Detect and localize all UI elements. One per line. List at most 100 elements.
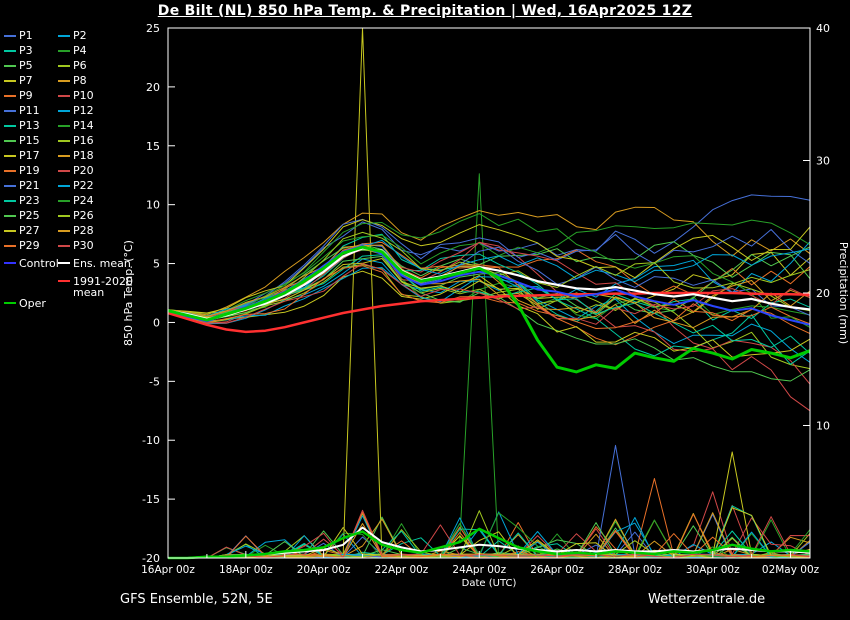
legend-label: P13 bbox=[19, 119, 40, 132]
axis-text: 40 bbox=[816, 22, 830, 35]
legend-label: P8 bbox=[73, 74, 87, 87]
legend-swatch bbox=[58, 229, 70, 232]
legend-item-p27: P27 bbox=[4, 224, 58, 237]
legend-swatch bbox=[4, 244, 16, 247]
legend-row: P19 P20 bbox=[4, 163, 164, 178]
legend-item-p13: P13 bbox=[4, 119, 58, 132]
legend-swatch bbox=[58, 124, 70, 127]
legend-swatch bbox=[58, 109, 70, 112]
legend-swatch bbox=[4, 199, 16, 202]
axis-text: 10 bbox=[816, 420, 830, 433]
legend-item-ens-mean: Ens. mean bbox=[58, 258, 131, 269]
legend-row: P13 P14 bbox=[4, 118, 164, 133]
legend-row: P3 P4 bbox=[4, 43, 164, 58]
axis-text: 22Apr 00z bbox=[375, 564, 429, 576]
branding-label: Wetterzentrale.de bbox=[648, 592, 766, 607]
axis-text: 25 bbox=[146, 22, 160, 35]
legend-item-p18: P18 bbox=[58, 149, 112, 162]
legend-label: P6 bbox=[73, 59, 87, 72]
legend-swatch bbox=[58, 184, 70, 187]
axis-text: 20 bbox=[816, 287, 830, 300]
series-line bbox=[167, 219, 811, 314]
axis-text: -20 bbox=[142, 552, 160, 565]
legend-item-p29: P29 bbox=[4, 239, 58, 252]
legend-item-p1: P1 bbox=[4, 29, 58, 42]
legend-label: P1 bbox=[19, 29, 33, 42]
legend-item-p7: P7 bbox=[4, 74, 58, 87]
series-line bbox=[167, 245, 811, 374]
legend-label: P2 bbox=[73, 29, 87, 42]
axis-text: 30 bbox=[816, 155, 830, 168]
axis-text: 24Apr 00z bbox=[452, 564, 506, 576]
legend-swatch bbox=[4, 139, 16, 142]
series-line bbox=[168, 509, 811, 559]
legend-swatch bbox=[4, 94, 16, 97]
legend-label: P27 bbox=[19, 224, 40, 237]
legend-item-p17: P17 bbox=[4, 149, 58, 162]
legend-row: P15 P16 bbox=[4, 133, 164, 148]
legend-item-p30: P30 bbox=[58, 239, 112, 252]
legend-label: P10 bbox=[73, 89, 94, 102]
legend-item-p12: P12 bbox=[58, 104, 112, 117]
legend-row: P23 P24 bbox=[4, 193, 164, 208]
legend-swatch bbox=[4, 302, 16, 304]
legend-label: P23 bbox=[19, 194, 40, 207]
axis-text: 20 bbox=[146, 81, 160, 94]
legend-label: P11 bbox=[19, 104, 40, 117]
series-line bbox=[167, 213, 811, 328]
legend-label: P4 bbox=[73, 44, 87, 57]
series-line bbox=[167, 265, 811, 335]
legend-label: Control bbox=[19, 257, 59, 270]
legend-swatch bbox=[4, 229, 16, 232]
legend-item-p21: P21 bbox=[4, 179, 58, 192]
legend-item-p16: P16 bbox=[58, 134, 112, 147]
legend-item-p23: P23 bbox=[4, 194, 58, 207]
legend-label: P19 bbox=[19, 164, 40, 177]
legend-row: P25 P26 bbox=[4, 208, 164, 223]
legend-row: P5 P6 bbox=[4, 58, 164, 73]
series-line bbox=[167, 255, 811, 382]
legend-item-oper: Oper bbox=[4, 298, 46, 309]
axes: 25 20 15 10 5 0 -5 -10 -15 -20 40 30 20 10 16Apr 00z 18… bbox=[122, 22, 850, 589]
axis-text: 28Apr 00z bbox=[608, 564, 662, 576]
axis-text: 02May 00z bbox=[762, 564, 820, 576]
legend-item-p28: P28 bbox=[58, 224, 112, 237]
series-line bbox=[167, 258, 811, 358]
legend-label: P29 bbox=[19, 239, 40, 252]
axis-text: Date (UTC) bbox=[462, 578, 517, 589]
legend-swatch bbox=[58, 34, 70, 37]
legend-label: P9 bbox=[19, 89, 33, 102]
legend-swatch bbox=[4, 169, 16, 172]
legend-swatch bbox=[58, 139, 70, 142]
legend-item-p10: P10 bbox=[58, 89, 112, 102]
legend-item-p20: P20 bbox=[58, 164, 112, 177]
legend-label: P12 bbox=[73, 104, 94, 117]
legend-item-p22: P22 bbox=[58, 179, 112, 192]
legend-item-p15: P15 bbox=[4, 134, 58, 147]
axis-text: 10 bbox=[146, 199, 160, 212]
legend-item-p8: P8 bbox=[58, 74, 112, 87]
axis-text: -5 bbox=[149, 375, 160, 388]
legend-label: P26 bbox=[73, 209, 94, 222]
axis-text: 850 hPa Temp. (°C) bbox=[122, 240, 135, 346]
legend-row: P21 P22 bbox=[4, 178, 164, 193]
legend-label: P30 bbox=[73, 239, 94, 252]
highlight-temp-lines bbox=[167, 244, 811, 374]
legend-swatch bbox=[4, 124, 16, 127]
legend-swatch bbox=[58, 64, 70, 67]
legend-swatch bbox=[58, 199, 70, 202]
legend-label: P17 bbox=[19, 149, 40, 162]
legend-item-p26: P26 bbox=[58, 209, 112, 222]
legend-item-p24: P24 bbox=[58, 194, 112, 207]
member-temp-lines bbox=[167, 194, 811, 412]
series-line bbox=[167, 241, 811, 317]
legend-row: P29 P30 bbox=[4, 238, 164, 253]
legend-swatch bbox=[58, 94, 70, 97]
legend-item-p3: P3 bbox=[4, 44, 58, 57]
legend-label: P22 bbox=[73, 179, 94, 192]
legend-swatch bbox=[58, 169, 70, 172]
legend-item-p2: P2 bbox=[58, 29, 112, 42]
series-line bbox=[167, 243, 811, 324]
legend-row: P11 P12 bbox=[4, 103, 164, 118]
